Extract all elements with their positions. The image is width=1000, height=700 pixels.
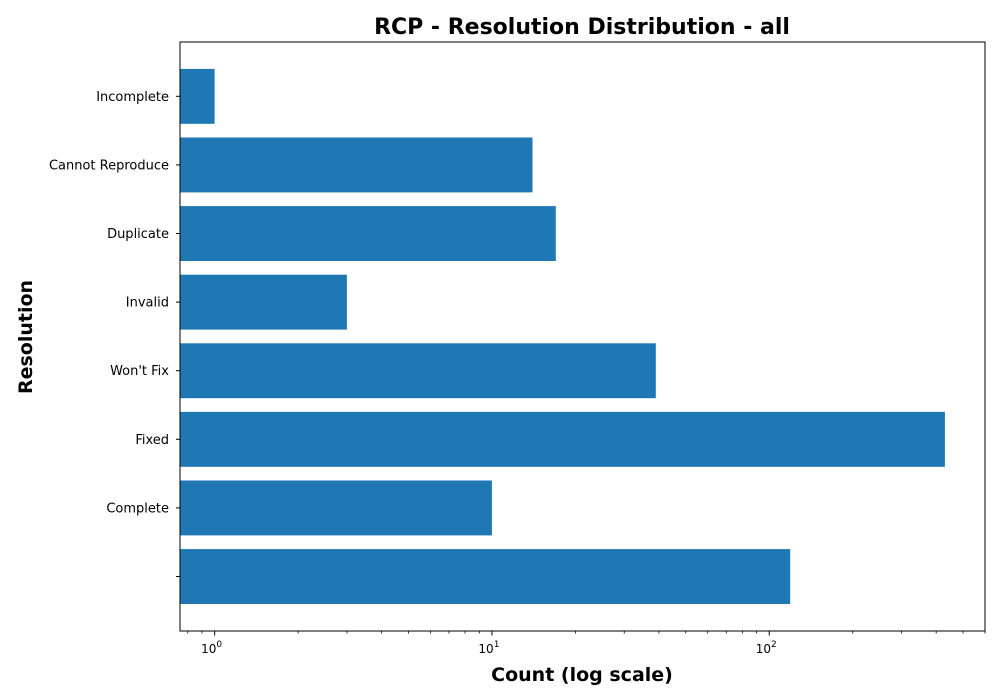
bar-5 xyxy=(180,206,556,261)
bar-7 xyxy=(180,68,215,124)
bar-0 xyxy=(180,549,791,604)
y-tick-label-3: Won't Fix xyxy=(110,364,169,379)
bar-6 xyxy=(180,137,533,193)
x-tick-label-2: 102 xyxy=(756,640,777,656)
x-axis-label: Count (log scale) xyxy=(491,664,673,686)
bars-group xyxy=(180,68,945,604)
y-tick-label-6: Cannot Reproduce xyxy=(49,158,169,173)
plot-frame xyxy=(179,41,986,632)
y-tick-label-7: Incomplete xyxy=(96,90,169,105)
y-ticks-group: Complete Fixed Won't Fix Invalid Duplicate Ca… xyxy=(49,90,180,577)
bar-4 xyxy=(180,274,347,330)
y-tick-label-2: Fixed xyxy=(135,433,169,448)
x-ticks-group: 100 101 102 xyxy=(187,631,986,656)
y-tick-label-1: Complete xyxy=(106,501,169,516)
bar-1 xyxy=(180,480,492,536)
y-tick-label-4: Invalid xyxy=(126,296,169,311)
x-tick-label-0: 100 xyxy=(201,640,222,656)
bar-2 xyxy=(180,411,945,467)
bar-3 xyxy=(180,343,656,399)
y-tick-label-5: Duplicate xyxy=(107,227,169,242)
chart-title: RCP - Resolution Distribution - all xyxy=(374,15,790,40)
x-tick-label-1: 101 xyxy=(478,640,499,656)
y-axis-label: Resolution xyxy=(15,280,37,394)
